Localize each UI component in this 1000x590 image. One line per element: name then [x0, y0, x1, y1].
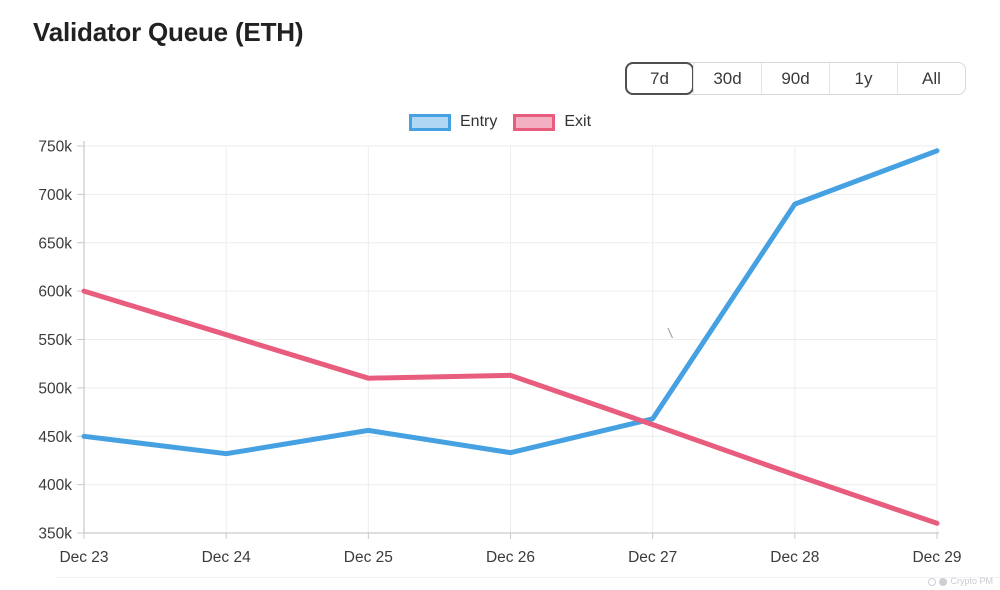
y-tick-label: 550k	[38, 332, 72, 349]
x-tick-label: Dec 29	[912, 549, 961, 566]
legend-item-exit[interactable]: Exit	[513, 113, 591, 131]
card-bottom-border	[55, 577, 1000, 578]
x-tick-label: Dec 27	[628, 549, 677, 566]
range-button-90d[interactable]: 90d	[761, 63, 829, 94]
range-button-30d[interactable]: 30d	[693, 63, 761, 94]
watermark: Crypto PM	[928, 577, 993, 586]
range-button-all[interactable]: All	[897, 63, 965, 94]
legend-swatch-entry	[408, 113, 451, 131]
stray-mark	[667, 327, 674, 339]
y-tick-label: 350k	[38, 526, 72, 543]
y-tick-label: 450k	[38, 429, 72, 446]
page-title: Validator Queue (ETH)	[33, 17, 304, 47]
y-tick-label: 650k	[38, 235, 72, 252]
legend-label: Entry	[459, 113, 498, 130]
x-tick-label: Dec 28	[770, 549, 819, 566]
legend-swatch-exit	[513, 113, 556, 131]
series-line-exit[interactable]	[81, 288, 940, 526]
legend-label: Exit	[564, 113, 592, 130]
watermark-circle-icon	[928, 577, 937, 586]
chart-legend: Entry Exit	[408, 113, 591, 131]
watermark-dot-icon	[939, 577, 948, 586]
y-tick-label: 500k	[38, 380, 72, 397]
y-tick-label: 750k	[38, 139, 72, 156]
x-tick-label: Dec 23	[59, 549, 108, 566]
y-tick-label: 400k	[38, 477, 72, 494]
y-tick-label: 600k	[38, 284, 72, 301]
y-tick-label: 700k	[38, 187, 72, 204]
x-tick-label: Dec 24	[202, 549, 251, 566]
watermark-text: Crypto PM	[950, 576, 993, 586]
x-tick-label: Dec 25	[344, 549, 393, 566]
legend-item-entry[interactable]: Entry	[408, 113, 498, 131]
range-button-1y[interactable]: 1y	[829, 63, 897, 94]
series-line-entry[interactable]	[81, 148, 940, 457]
time-range-selector: 7d 30d 90d 1y All	[625, 62, 966, 95]
x-tick-label: Dec 26	[486, 549, 535, 566]
